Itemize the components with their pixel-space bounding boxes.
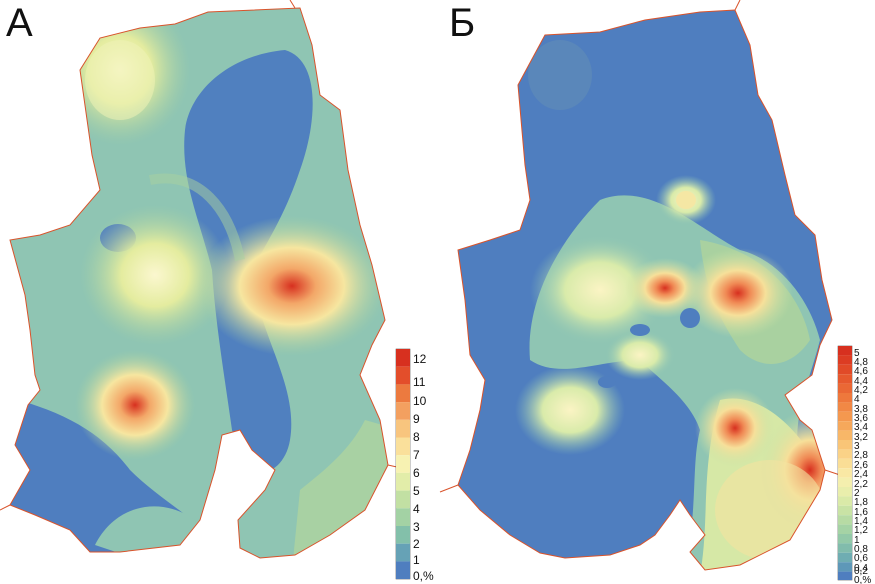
legend-b-label: 2	[854, 488, 860, 499]
panel-a-map	[10, 8, 388, 558]
legend-b-label: 2,6	[854, 460, 868, 471]
legend-b-label: 0,%	[854, 575, 871, 584]
panel-a-legend: 12 11 10 9 8 7 6 5 4 3 2 1 0,%	[395, 348, 434, 583]
legend-b-label: 3,4	[854, 422, 868, 433]
legend-a-label: 1	[413, 553, 420, 567]
legend-b-label: 1,8	[854, 497, 868, 508]
legend-b-label: 5	[854, 348, 860, 359]
legend-b-label: 1	[854, 535, 860, 546]
panel-b-legend: 5 4,8 4,6 4,4 4,2 4 3,8 3,6 3,4 3,2 3 2,…	[837, 345, 868, 581]
legend-b-label: 3	[854, 441, 860, 452]
legend-a-label: 7	[413, 448, 420, 462]
legend-a-label: 3	[413, 520, 420, 534]
legend-a-label: 2	[413, 537, 420, 551]
legend-a-label: 9	[413, 412, 420, 426]
panel-a-letter: А	[6, 1, 33, 45]
legend-b-label: 1,6	[854, 507, 868, 518]
legend-b-label: 2,8	[854, 450, 868, 461]
legend-a-label: 11	[413, 375, 426, 389]
legend-b-label: 4,8	[854, 357, 868, 368]
panel-a-boundary	[9, 7, 389, 559]
legend-a-label: 10	[413, 394, 427, 408]
legend-b-label: 2,2	[854, 479, 868, 490]
legend-b-label: 3,6	[854, 413, 868, 424]
legend-b-label: 3,8	[854, 404, 868, 415]
legend-b-label: 3,2	[854, 432, 868, 443]
legend-a-label: 0,%	[413, 569, 434, 583]
legend-b-label: 0,8	[854, 544, 868, 555]
legend-a-label: 12	[413, 352, 427, 366]
legend-b-label: 1,4	[854, 516, 868, 527]
legend-a-label: 8	[413, 430, 420, 444]
panel-b-map	[458, 10, 832, 570]
legend-b-label: 4,4	[854, 376, 868, 387]
legend-b-label: 1,2	[854, 525, 868, 536]
legend-a-label: 5	[413, 484, 420, 498]
legend-b-label: 0,6	[854, 553, 868, 564]
legend-b-label: 4	[854, 394, 860, 405]
legend-b-label: 0,4	[854, 563, 868, 574]
panel-b-letter: Б	[449, 1, 475, 45]
legend-b-label: 0,2	[854, 566, 868, 577]
legend-b-label: 4,2	[854, 385, 868, 396]
legend-a-label: 6	[413, 466, 420, 480]
legend-b-label: 4,6	[854, 366, 868, 377]
panel-b-boundary	[457, 9, 833, 571]
legend-a-label: 4	[413, 502, 420, 516]
legend-b-label: 2,4	[854, 469, 868, 480]
